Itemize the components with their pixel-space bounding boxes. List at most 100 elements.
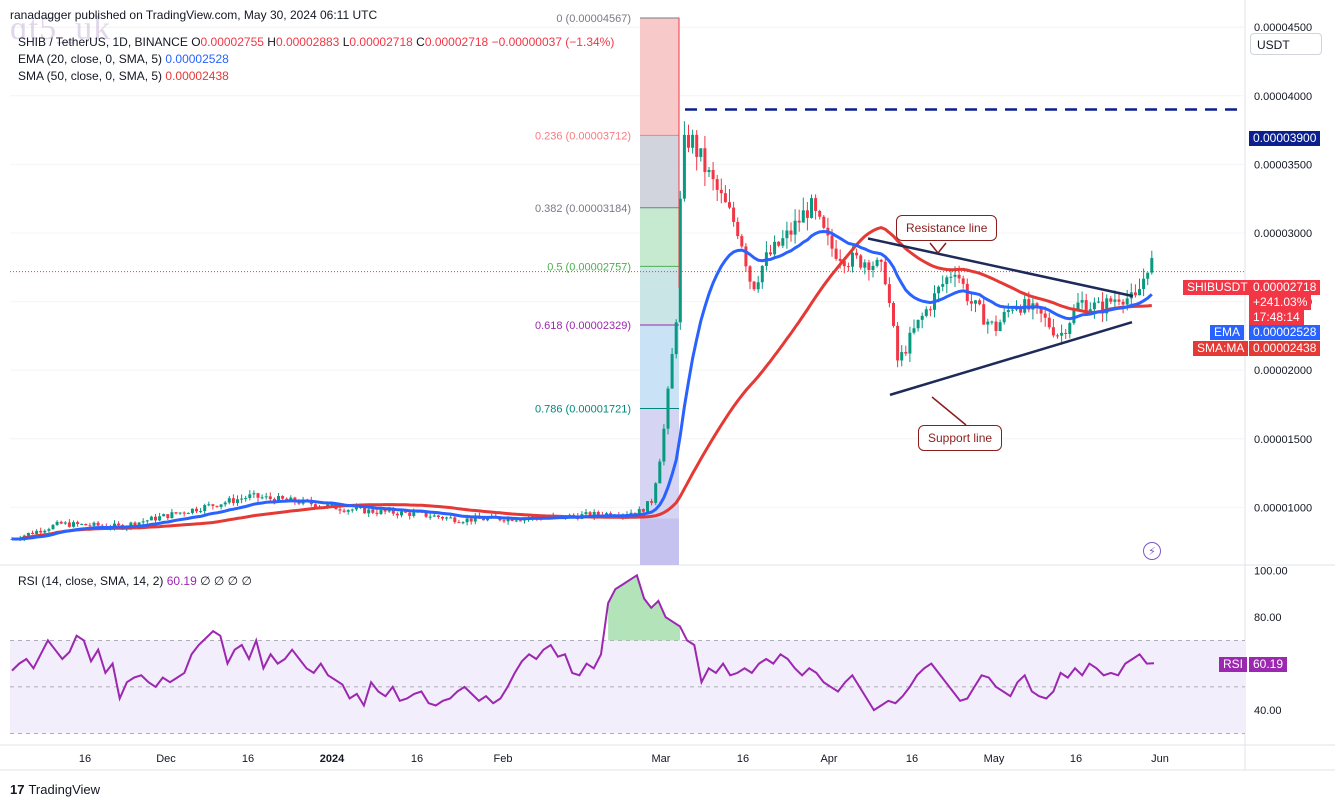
resistance-line-callout[interactable]: Resistance line	[896, 215, 998, 241]
candle-body	[445, 517, 449, 519]
candle-body	[453, 517, 457, 523]
candle-body	[633, 512, 637, 515]
support-callout-pointer	[931, 396, 967, 426]
candle-body	[1084, 300, 1088, 312]
candle-body	[1121, 301, 1125, 305]
candle-body	[937, 286, 941, 294]
candle-body	[473, 516, 477, 522]
y-axis-tick-label: 0.00002000	[1254, 365, 1312, 377]
candle-body	[297, 502, 301, 504]
candle-body	[691, 134, 695, 148]
x-axis-tick-label: 16	[411, 753, 423, 765]
candle-body	[428, 516, 432, 518]
candle-body	[928, 309, 932, 311]
candle-body	[67, 522, 71, 527]
candle-body	[461, 522, 465, 524]
candle-body	[728, 202, 731, 208]
candle-body	[231, 498, 235, 503]
candle-body	[55, 521, 59, 526]
sma-legend[interactable]: SMA (50, close, 0, SMA, 5) 0.00002438	[18, 69, 229, 83]
rsi-legend[interactable]: RSI (14, close, SMA, 14, 2) 60.19 ∅ ∅ ∅ …	[18, 574, 252, 588]
candle-body	[629, 512, 633, 515]
candle-body	[982, 304, 986, 325]
candle-body	[736, 221, 740, 237]
resistance-line	[867, 237, 1134, 298]
rsi-legend-text[interactable]: RSI (14, close, SMA, 14, 2)	[18, 574, 164, 588]
candle-body	[80, 523, 84, 525]
candle-body	[203, 505, 207, 512]
candle-body	[1101, 301, 1105, 314]
candle-body	[752, 281, 756, 290]
candle-body	[838, 258, 842, 261]
candle-body	[457, 522, 461, 524]
candle-body	[379, 509, 383, 514]
candle-body	[395, 513, 399, 516]
candle-body	[969, 301, 973, 304]
candle-body	[904, 352, 908, 354]
y-axis-tick-label: 0.00004500	[1254, 22, 1312, 34]
candle-body	[26, 532, 30, 536]
support-line	[889, 320, 1133, 397]
sma-legend-text[interactable]: SMA (50, close, 0, SMA, 5)	[18, 69, 163, 83]
candle-body	[699, 148, 703, 157]
ema-legend[interactable]: EMA (20, close, 0, SMA, 5) 0.00002528	[18, 52, 229, 66]
candle-body	[1039, 306, 1043, 314]
countdown-tag: 17:48:14	[1249, 310, 1304, 325]
ohlc-legend[interactable]: SHIB / TetherUS, 1D, BINANCE O0.00002755…	[18, 35, 614, 49]
candle-body	[834, 248, 838, 259]
low-label: L	[342, 35, 350, 49]
candle-body	[92, 522, 96, 526]
candle-body	[912, 328, 916, 333]
x-axis-tick-label: 2024	[320, 753, 345, 765]
candle-body	[584, 512, 588, 515]
x-axis-tick-label: 16	[79, 753, 91, 765]
candle-body	[449, 517, 453, 519]
candle-body	[637, 509, 641, 515]
publisher-line: ranadagger published on TradingView.com,…	[10, 8, 378, 22]
ema-legend-text[interactable]: EMA (20, close, 0, SMA, 5)	[18, 52, 163, 66]
candle-body	[990, 321, 994, 323]
candle-body	[1125, 298, 1129, 305]
candle-body	[223, 502, 227, 505]
candle-body	[769, 252, 772, 255]
candle-body	[875, 259, 879, 266]
y-axis-tick-label: 0.00003500	[1254, 159, 1312, 171]
candle-body	[785, 230, 789, 239]
candle-body	[871, 265, 875, 270]
candle-body	[289, 497, 293, 501]
support-line-callout[interactable]: Support line	[918, 425, 1003, 451]
lightning-icon[interactable]: ⚡	[1143, 542, 1161, 560]
fib-level-label: 0.236 (0.00003712)	[535, 130, 631, 142]
candle-body	[441, 517, 444, 519]
candle-body	[723, 193, 727, 203]
candle-body	[670, 354, 674, 389]
candle-body	[1019, 306, 1023, 313]
candle-body	[900, 352, 904, 361]
candle-body	[281, 495, 285, 499]
candle-body	[338, 509, 342, 511]
candle-body	[195, 508, 198, 512]
candle-body	[896, 325, 900, 361]
candle-body	[31, 532, 34, 534]
currency-selector[interactable]: USDT	[1250, 33, 1322, 55]
candle-body	[920, 315, 924, 320]
candle-body	[1002, 312, 1006, 323]
footer-branding[interactable]: 17 TradingView	[10, 782, 100, 797]
candle-body	[129, 522, 133, 527]
candle-body	[215, 505, 219, 507]
x-axis-tick-label: 16	[906, 753, 918, 765]
candle-body	[51, 525, 55, 530]
candle-body	[986, 321, 990, 325]
open-value: 0.00002755	[200, 35, 264, 49]
candle-body	[182, 512, 186, 514]
candle-body	[285, 498, 289, 501]
candle-body	[949, 276, 953, 278]
x-axis-tick-label: Mar	[652, 753, 671, 765]
target-level-tag: 0.00003900	[1249, 131, 1321, 146]
candle-body	[777, 241, 781, 246]
candle-body	[760, 265, 764, 283]
candle-body	[924, 309, 928, 316]
symbol-label[interactable]: SHIB / TetherUS, 1D, BINANCE	[18, 35, 188, 49]
candle-body	[1133, 292, 1137, 296]
